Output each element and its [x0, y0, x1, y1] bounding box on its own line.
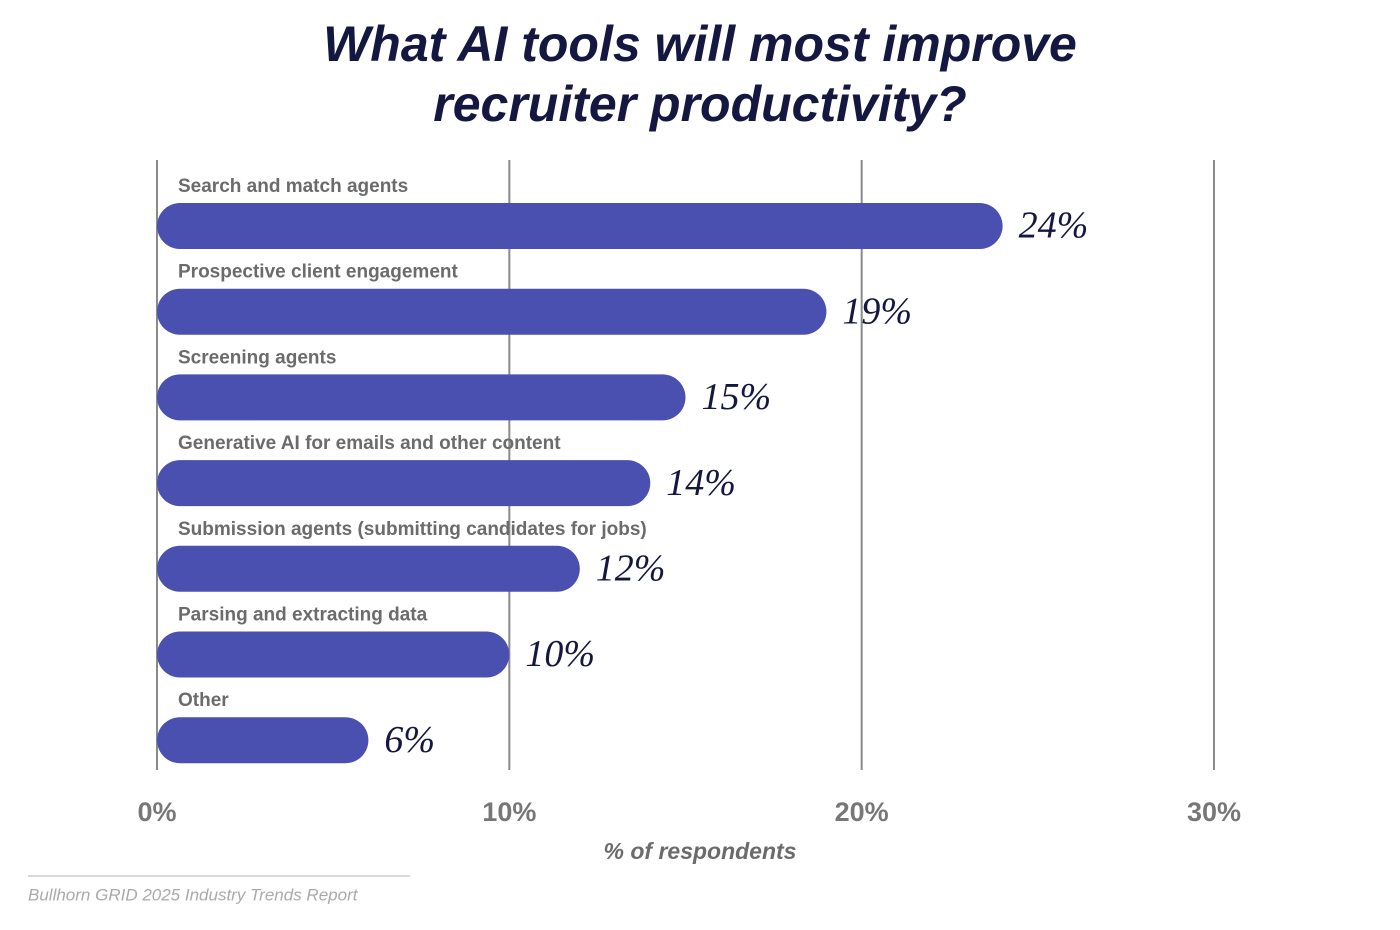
x-tick-label: 10% [482, 797, 536, 827]
value-label: 12% [596, 548, 666, 590]
category-label: Search and match agents [178, 176, 408, 197]
value-label: 15% [702, 376, 772, 418]
value-label: 24% [1019, 205, 1089, 247]
value-label: 14% [666, 462, 736, 504]
category-label: Parsing and extracting data [178, 605, 428, 626]
value-label: 19% [842, 290, 912, 332]
chart-title: What AI tools will most improve recruite… [323, 16, 1077, 132]
category-label: Submission agents (submitting candidates… [178, 519, 647, 540]
source: Bullhorn GRID 2025 Industry Trends Repor… [28, 885, 359, 904]
value-label: 10% [525, 633, 595, 675]
x-tick-label: 0% [137, 797, 176, 827]
x-axis-label: % of respondents [604, 838, 797, 864]
value-label: 6% [384, 719, 435, 761]
category-label: Screening agents [178, 347, 336, 368]
bar [157, 374, 686, 421]
bar [157, 631, 510, 678]
category-label: Other [178, 690, 229, 711]
x-tick-label: 30% [1187, 797, 1241, 827]
x-tick-label: 20% [835, 797, 889, 827]
category-label: Generative AI for emails and other conte… [178, 433, 561, 454]
category-label: Prospective client engagement [178, 262, 458, 283]
bar [157, 460, 651, 507]
bar [157, 288, 827, 335]
bar [157, 545, 580, 592]
bar [157, 203, 1003, 249]
bar [157, 717, 369, 764]
